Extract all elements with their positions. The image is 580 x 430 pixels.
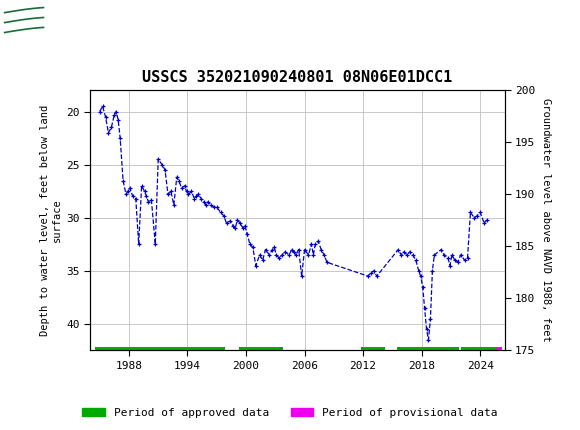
Legend: Period of approved data, Period of provisional data: Period of approved data, Period of provi… (78, 403, 502, 422)
Title: USSCS 352021090240801 08N06E01DCC1: USSCS 352021090240801 08N06E01DCC1 (142, 70, 452, 85)
Y-axis label: Depth to water level, feet below land
surface: Depth to water level, feet below land su… (40, 105, 62, 336)
Bar (3, 3, 84, 42)
Text: USGS: USGS (90, 12, 154, 33)
Y-axis label: Groundwater level above NAVD 1988, feet: Groundwater level above NAVD 1988, feet (541, 98, 551, 342)
